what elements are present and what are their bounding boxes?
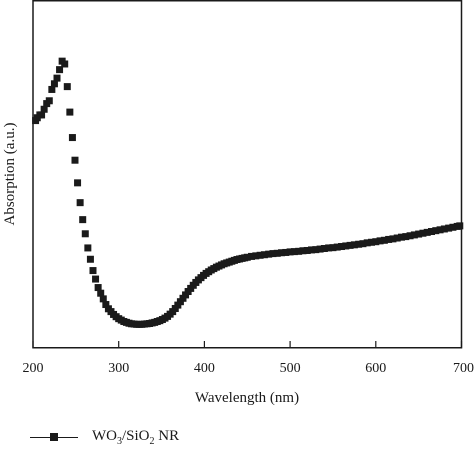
data-point [102,301,110,309]
data-point [299,247,307,255]
data-point [419,229,427,237]
data-point [449,223,457,231]
x-tick-label: 600 [365,361,386,376]
legend-label-subscript: 2 [149,435,155,447]
data-series-wo3-sio2-nr [32,57,464,328]
legend-marker [50,433,58,441]
data-point [393,234,401,242]
data-point [256,251,264,259]
data-point [325,244,333,252]
data-point [48,85,56,93]
data-point [79,216,87,224]
plot-border [32,0,463,349]
data-point [380,236,388,244]
data-point [415,230,423,238]
data-point [86,255,94,263]
data-point [66,108,74,116]
data-point [50,80,58,88]
data-point [312,246,320,254]
data-point [338,243,346,251]
data-point [456,222,464,230]
data-point [81,230,89,238]
x-tick-label: 200 [23,361,44,376]
data-point [94,284,102,292]
x-tick-label: 700 [453,361,474,376]
data-point [320,244,328,252]
data-point [76,199,84,207]
data-point [329,244,337,252]
data-point [316,245,324,253]
data-point [346,241,354,249]
data-point [368,238,376,246]
data-point [432,227,440,235]
data-point [45,97,53,105]
legend-label-part: NR [154,427,180,444]
data-point [398,233,406,241]
data-point [406,232,414,240]
data-point [63,83,71,91]
data-point [56,66,64,74]
data-point [53,74,61,82]
data-point [89,267,97,275]
legend: WO3/SiO2 NR [30,426,179,448]
data-point [359,240,367,248]
data-point [445,224,453,232]
legend-swatch [30,430,78,444]
data-point [342,242,350,250]
data-point [376,237,384,245]
data-point [61,60,69,68]
legend-label-subscript: 3 [117,435,122,447]
data-point [423,228,431,236]
data-point [308,246,316,254]
data-point [333,243,341,251]
data-point [243,253,251,261]
y-axis-title: Absorption (a.u.) [2,123,18,226]
data-point [252,252,260,260]
data-point [290,248,298,256]
data-point [38,111,46,119]
data-point [372,238,380,246]
data-point [92,275,100,283]
data-point [355,240,363,248]
data-point [389,235,397,243]
x-axis-tick-labels: 200 300 400 500 600 700 [23,361,474,376]
data-point [363,239,371,247]
plot-area [32,0,463,349]
data-point [99,295,107,303]
data-point [295,247,303,255]
data-point [410,231,418,239]
data-point [273,249,281,257]
data-point [436,226,444,234]
data-point [269,250,277,258]
x-axis-ticks [32,341,463,348]
data-point [286,248,294,256]
data-point [402,233,410,241]
data-point [248,252,256,260]
data-point [71,156,79,164]
data-point [265,250,273,258]
data-point [428,228,436,236]
data-point [385,235,393,243]
data-point [282,248,290,256]
x-tick-label: 400 [194,361,215,376]
data-point [260,251,268,259]
legend-label-part: WO [92,427,117,444]
x-tick-label: 300 [108,361,129,376]
data-point [440,225,448,233]
data-point [278,249,286,257]
data-point [84,244,92,252]
x-tick-label: 500 [280,361,301,376]
data-point [74,179,82,187]
data-point [303,246,311,254]
data-point [40,105,48,113]
data-point [350,241,358,249]
data-point [97,289,105,297]
legend-label: WO3/SiO2 NR [92,428,179,447]
legend-label-part: /SiO [122,427,150,444]
x-axis-title: Wavelength (nm) [195,390,299,406]
data-point [68,134,76,142]
